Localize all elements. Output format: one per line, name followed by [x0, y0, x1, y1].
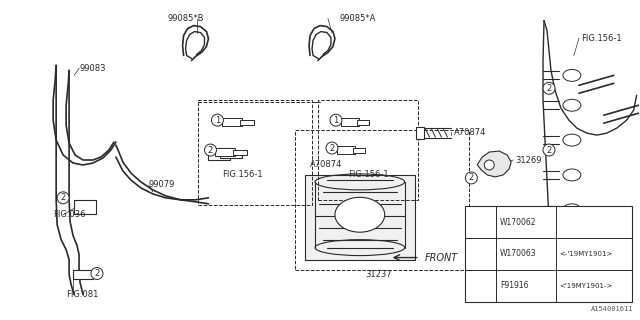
Circle shape	[475, 249, 486, 260]
Polygon shape	[477, 151, 511, 177]
Circle shape	[205, 144, 216, 156]
Ellipse shape	[335, 197, 385, 232]
Text: FIG.156-1: FIG.156-1	[223, 171, 263, 180]
Bar	[318, 100, 417, 200]
Text: 31237: 31237	[365, 270, 392, 279]
Bar	[305, 175, 415, 260]
Circle shape	[330, 114, 342, 126]
Text: 99079: 99079	[148, 180, 175, 189]
Text: A70874: A70874	[310, 160, 342, 170]
Bar	[341, 118, 359, 126]
Circle shape	[91, 268, 103, 279]
Ellipse shape	[563, 69, 581, 81]
Circle shape	[57, 192, 69, 204]
Circle shape	[543, 82, 555, 94]
Bar	[73, 269, 93, 279]
Text: 1: 1	[215, 116, 220, 125]
Bar	[223, 118, 243, 126]
Text: F91916: F91916	[500, 281, 529, 290]
Text: FIG.156-1: FIG.156-1	[348, 171, 388, 180]
Text: 1: 1	[478, 219, 483, 225]
Text: 2: 2	[208, 146, 213, 155]
Bar	[337, 146, 355, 154]
Bar	[220, 152, 243, 158]
Bar	[198, 100, 312, 205]
Text: 2: 2	[468, 173, 474, 182]
Bar	[415, 127, 424, 139]
Text: 31269: 31269	[515, 156, 541, 164]
Text: A70874: A70874	[454, 128, 487, 137]
Text: FRONT: FRONT	[424, 252, 458, 263]
Bar	[234, 150, 247, 155]
Circle shape	[326, 142, 338, 154]
Bar	[357, 120, 369, 125]
Text: W170062: W170062	[500, 218, 536, 227]
Bar	[241, 120, 254, 125]
Text: 2: 2	[94, 269, 100, 278]
Ellipse shape	[563, 134, 581, 146]
Bar	[74, 200, 96, 214]
Bar	[465, 206, 632, 302]
Text: 2: 2	[330, 144, 335, 153]
Text: 2: 2	[547, 84, 552, 93]
Bar	[353, 148, 365, 153]
Text: W170063: W170063	[500, 250, 536, 259]
Ellipse shape	[563, 99, 581, 111]
Circle shape	[475, 217, 486, 228]
Circle shape	[484, 160, 494, 170]
Text: 99085*B: 99085*B	[167, 14, 204, 23]
Text: 1: 1	[333, 116, 339, 125]
Text: A154001611: A154001611	[591, 306, 634, 312]
Text: 99085*A: 99085*A	[340, 14, 376, 23]
Ellipse shape	[563, 169, 581, 181]
Circle shape	[211, 114, 223, 126]
Circle shape	[543, 144, 555, 156]
Text: FIG.156-1: FIG.156-1	[581, 34, 621, 43]
Ellipse shape	[563, 239, 581, 251]
Text: 99083: 99083	[79, 64, 106, 73]
Text: 2: 2	[547, 146, 552, 155]
Text: 2: 2	[61, 193, 66, 202]
Text: 2: 2	[478, 251, 483, 257]
Text: <-'19MY1901>: <-'19MY1901>	[559, 251, 612, 257]
Bar	[216, 148, 236, 156]
Text: FIG.081: FIG.081	[66, 290, 99, 299]
Bar	[295, 130, 469, 269]
Text: FIG.036: FIG.036	[53, 210, 86, 219]
Bar	[209, 148, 230, 160]
Text: <'19MY1901->: <'19MY1901->	[559, 283, 612, 289]
Ellipse shape	[563, 204, 581, 216]
Circle shape	[465, 172, 477, 184]
